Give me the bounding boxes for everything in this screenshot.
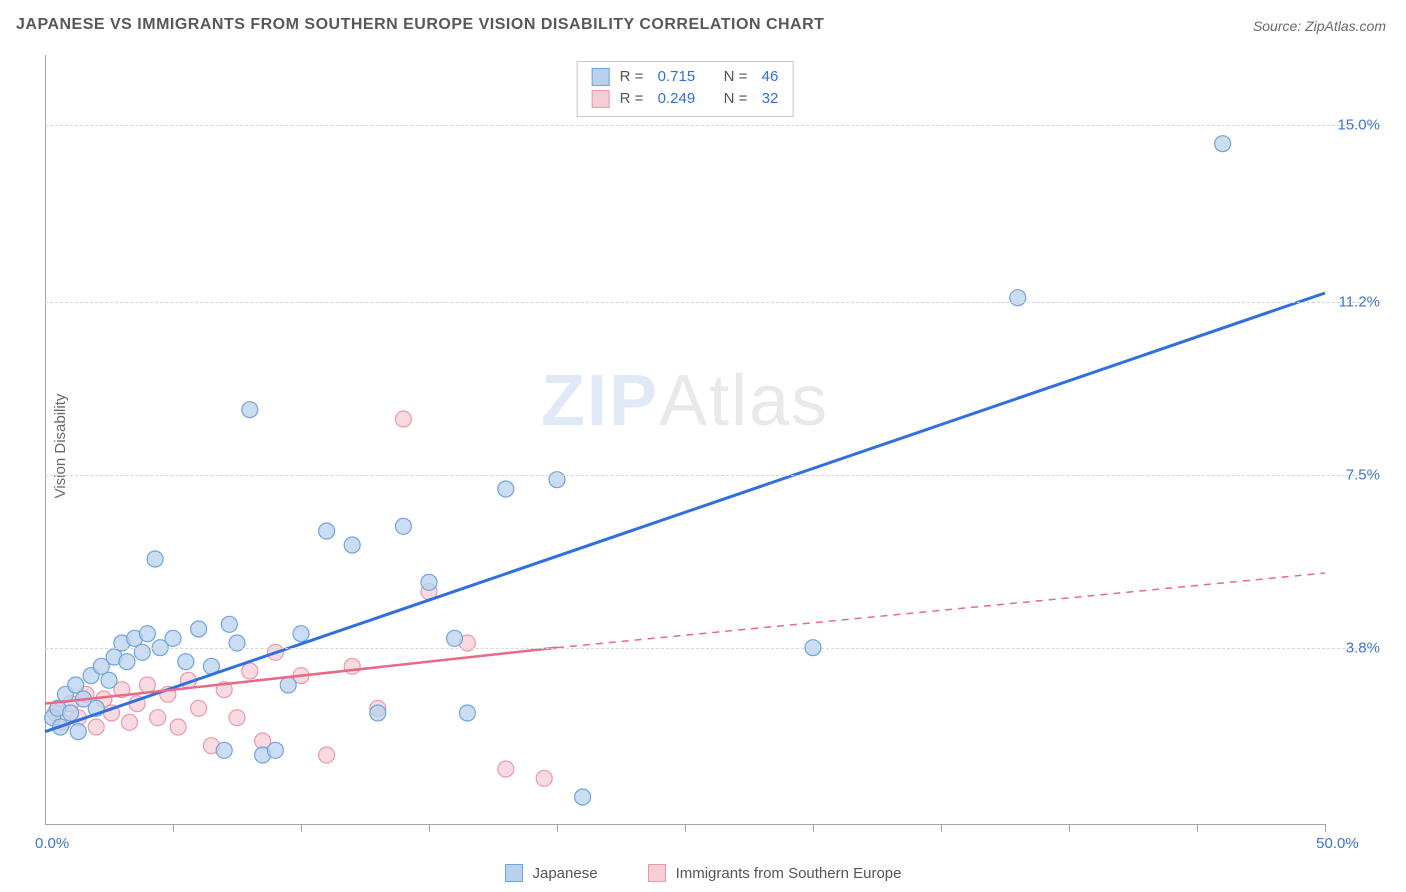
y-tick-label: 7.5% — [1346, 467, 1380, 484]
data-point — [395, 518, 411, 534]
n-value-japanese: 46 — [762, 66, 779, 88]
n-value-immigrants: 32 — [762, 88, 779, 110]
series-legend-item-immigrants: Immigrants from Southern Europe — [648, 864, 902, 882]
data-point — [139, 626, 155, 642]
data-point — [267, 742, 283, 758]
data-point — [147, 551, 163, 567]
data-point — [319, 747, 335, 763]
data-point — [344, 537, 360, 553]
data-point — [421, 574, 437, 590]
x-tick — [1325, 824, 1326, 832]
x-tick — [1197, 824, 1198, 832]
gridline-h — [45, 125, 1360, 126]
gridline-h — [45, 302, 1360, 303]
data-point — [165, 630, 181, 646]
data-point — [178, 654, 194, 670]
data-point — [121, 714, 137, 730]
data-point — [242, 402, 258, 418]
chart-svg — [45, 55, 1325, 824]
data-point — [191, 700, 207, 716]
x-tick — [557, 824, 558, 832]
r-label: R = — [620, 66, 648, 88]
x-tick — [429, 824, 430, 832]
legend-swatch-japanese — [592, 68, 610, 86]
gridline-h — [45, 475, 1360, 476]
n-label: N = — [724, 88, 752, 110]
y-tick-label: 15.0% — [1337, 117, 1380, 134]
data-point — [395, 411, 411, 427]
data-point — [536, 770, 552, 786]
x-tick — [1069, 824, 1070, 832]
data-point — [150, 710, 166, 726]
stats-legend-row-japanese: R = 0.715 N = 46 — [592, 66, 779, 88]
data-point — [459, 705, 475, 721]
r-label: R = — [620, 88, 648, 110]
x-tick — [173, 824, 174, 832]
data-point — [498, 481, 514, 497]
data-point — [170, 719, 186, 735]
r-value-japanese: 0.715 — [658, 66, 714, 88]
data-point — [68, 677, 84, 693]
data-point — [101, 672, 117, 688]
data-point — [280, 677, 296, 693]
legend-swatch-japanese — [505, 864, 523, 882]
chart-container: JAPANESE VS IMMIGRANTS FROM SOUTHERN EUR… — [0, 0, 1406, 892]
x-tick — [685, 824, 686, 832]
r-value-immigrants: 0.249 — [658, 88, 714, 110]
chart-title: JAPANESE VS IMMIGRANTS FROM SOUTHERN EUR… — [16, 16, 824, 34]
series-label-immigrants: Immigrants from Southern Europe — [676, 865, 902, 882]
data-point — [498, 761, 514, 777]
data-point — [242, 663, 258, 679]
series-label-japanese: Japanese — [533, 865, 598, 882]
x-tick — [941, 824, 942, 832]
y-tick-label: 3.8% — [1346, 639, 1380, 656]
gridline-h — [45, 648, 1360, 649]
data-point — [70, 724, 86, 740]
data-point — [191, 621, 207, 637]
legend-swatch-immigrants — [648, 864, 666, 882]
data-point — [216, 742, 232, 758]
series-legend: Japanese Immigrants from Southern Europe — [0, 864, 1406, 882]
data-point — [370, 705, 386, 721]
x-tick-label-min: 0.0% — [35, 835, 69, 852]
data-point — [229, 710, 245, 726]
n-label: N = — [724, 66, 752, 88]
stats-legend: R = 0.715 N = 46 R = 0.249 N = 32 — [577, 61, 794, 117]
data-point — [293, 626, 309, 642]
legend-swatch-immigrants — [592, 90, 610, 108]
x-tick-label-max: 50.0% — [1316, 835, 1359, 852]
data-point — [63, 705, 79, 721]
data-point — [447, 630, 463, 646]
stats-legend-row-immigrants: R = 0.249 N = 32 — [592, 88, 779, 110]
series-legend-item-japanese: Japanese — [505, 864, 598, 882]
data-point — [319, 523, 335, 539]
x-tick — [813, 824, 814, 832]
data-point — [88, 719, 104, 735]
y-tick-label: 11.2% — [1339, 294, 1380, 311]
data-point — [119, 654, 135, 670]
data-point — [221, 616, 237, 632]
plot-area: ZIPAtlas R = 0.715 N = 46 R = 0.249 N = … — [45, 55, 1325, 825]
data-point — [1215, 136, 1231, 152]
x-tick — [301, 824, 302, 832]
source-attribution: Source: ZipAtlas.com — [1253, 18, 1386, 34]
data-point — [575, 789, 591, 805]
